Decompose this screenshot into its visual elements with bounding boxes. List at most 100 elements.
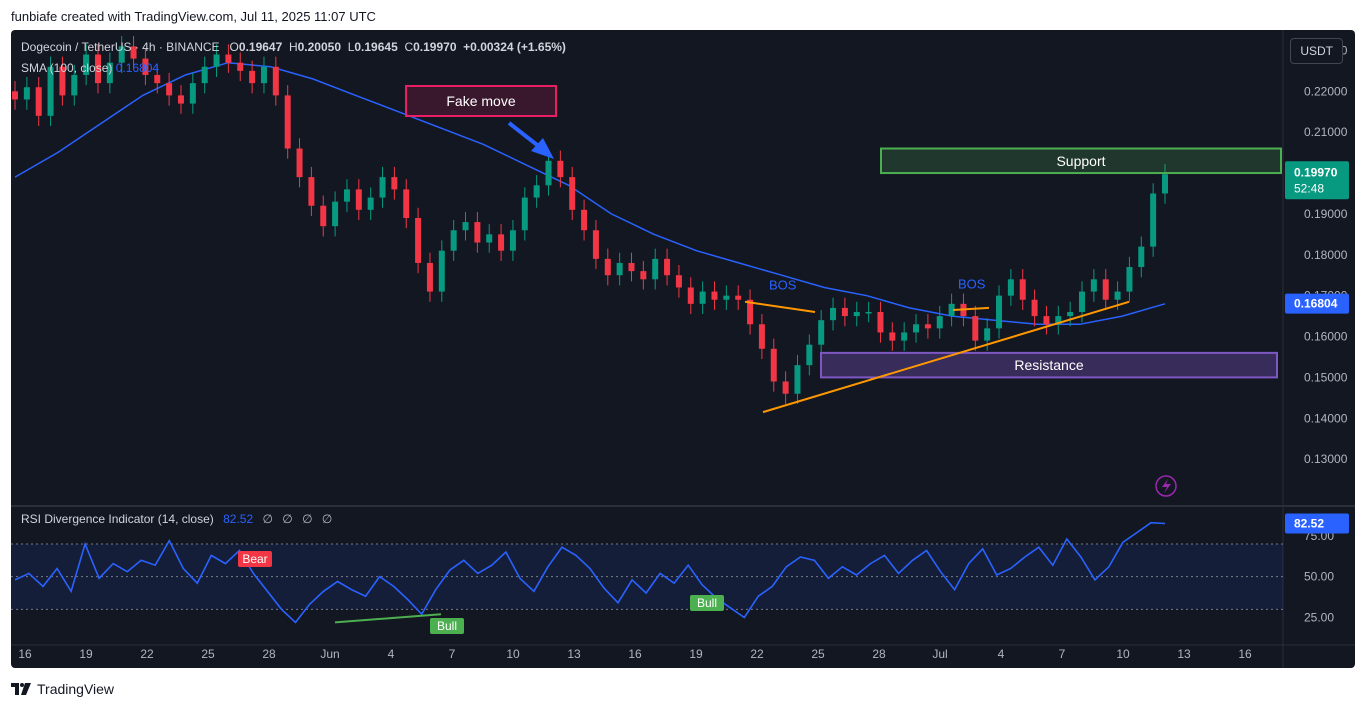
time-tick-label: 4 bbox=[998, 647, 1005, 661]
candle-body bbox=[758, 324, 765, 349]
candle-body bbox=[652, 258, 659, 280]
price-tick-label: 0.16000 bbox=[1304, 330, 1348, 344]
candle-body bbox=[972, 316, 979, 341]
time-tick-label: 16 bbox=[628, 647, 642, 661]
candle-body bbox=[889, 332, 896, 341]
rsi-legend[interactable]: RSI Divergence Indicator (14, close) 82.… bbox=[21, 512, 332, 526]
candle-body bbox=[699, 291, 706, 304]
candle-body bbox=[1150, 193, 1157, 247]
grid bbox=[11, 30, 1355, 668]
candle-body bbox=[426, 262, 433, 292]
chart-canvas[interactable]: Bear Bull Bull Support Resistance BOS BOS Fake… bbox=[11, 30, 1355, 668]
candle-body bbox=[533, 185, 540, 198]
candle-body bbox=[604, 258, 611, 276]
time-tick-label: 19 bbox=[689, 647, 703, 661]
change-value: +0.00324 (+1.65%) bbox=[463, 40, 566, 54]
bull-label-1-text: Bull bbox=[437, 619, 457, 633]
time-tick-label: 22 bbox=[750, 647, 764, 661]
low-value: 0.19645 bbox=[354, 40, 398, 54]
candle-body bbox=[521, 197, 528, 231]
candle-body bbox=[616, 262, 623, 276]
sma-line-layer bbox=[14, 61, 1166, 326]
candle-body bbox=[794, 365, 801, 394]
candle-body bbox=[59, 66, 66, 96]
candle-body bbox=[498, 234, 505, 251]
candle-body bbox=[201, 66, 208, 84]
sma-label: SMA (100, close) bbox=[21, 61, 113, 75]
tradingview-footer[interactable]: TradingView bbox=[11, 681, 114, 697]
candle-body bbox=[1067, 312, 1074, 317]
candle-body bbox=[557, 160, 564, 178]
candle-body bbox=[509, 230, 516, 251]
fake-move-label: Fake move bbox=[446, 93, 515, 109]
rsi-extra-4: ∅ bbox=[321, 512, 333, 526]
chart-frame[interactable]: Bear Bull Bull Support Resistance BOS BOS Fake… bbox=[11, 30, 1355, 668]
resistance-label: Resistance bbox=[1014, 357, 1083, 373]
candle-body bbox=[225, 54, 232, 63]
fake-move-arrow-shaft bbox=[507, 121, 543, 150]
sma-legend[interactable]: SMA (100, close) 0.16804 bbox=[21, 61, 159, 75]
symbol-name[interactable]: Dogecoin / TetherUS · 4h · BINANCE bbox=[21, 40, 220, 54]
alert-icon bbox=[1155, 475, 1177, 497]
high-value: 0.20050 bbox=[297, 40, 342, 54]
candle-body bbox=[1126, 267, 1133, 292]
sma-price-text: 0.16804 bbox=[1294, 297, 1338, 311]
candle-body bbox=[130, 46, 137, 59]
candle-body bbox=[47, 66, 54, 116]
candle-body bbox=[830, 307, 837, 321]
high-label: H bbox=[288, 40, 298, 54]
time-tick-label: 7 bbox=[1059, 647, 1066, 661]
rsi-tick-label: 50.00 bbox=[1304, 570, 1334, 584]
candle-body bbox=[901, 332, 908, 341]
time-tick-label: 10 bbox=[1116, 647, 1130, 661]
time-tick-label: 19 bbox=[79, 647, 93, 661]
time-tick-label: 16 bbox=[18, 647, 32, 661]
time-tick-label: Jun bbox=[320, 647, 339, 661]
price-tick-label: 0.19000 bbox=[1304, 207, 1348, 221]
sma-value: 0.16804 bbox=[115, 61, 160, 75]
candle-body bbox=[308, 177, 315, 206]
bos-line-2 bbox=[952, 306, 990, 311]
price-tick-label: 0.18000 bbox=[1304, 248, 1348, 262]
support-label: Support bbox=[1056, 153, 1105, 169]
candle-body bbox=[213, 54, 220, 67]
resistance-zone bbox=[820, 351, 1278, 379]
candle-body bbox=[592, 230, 599, 259]
candle-body bbox=[1114, 291, 1121, 300]
candle-body bbox=[1043, 316, 1050, 325]
candle-body bbox=[806, 344, 813, 366]
candle-body bbox=[249, 70, 256, 84]
candle-body bbox=[284, 95, 291, 149]
time-tick-label: 25 bbox=[811, 647, 825, 661]
candle-body bbox=[379, 177, 386, 198]
candle-body bbox=[320, 205, 327, 227]
currency-button[interactable]: USDT bbox=[1290, 38, 1343, 64]
annotations-layer: Support Resistance BOS BOS Fake move bbox=[405, 85, 1282, 497]
candle-body bbox=[664, 258, 671, 276]
time-tick-label: 16 bbox=[1238, 647, 1252, 661]
time-tick-label: 7 bbox=[449, 647, 456, 661]
candle-body bbox=[1102, 279, 1109, 300]
candle-body bbox=[154, 74, 161, 84]
countdown-text: 52:48 bbox=[1294, 181, 1324, 195]
candle-body bbox=[723, 295, 730, 300]
candle-body bbox=[770, 348, 777, 382]
candle-body bbox=[142, 58, 149, 75]
candle-body bbox=[569, 177, 576, 210]
candle-body bbox=[343, 189, 350, 202]
support-zone bbox=[880, 147, 1282, 175]
candle-body bbox=[1031, 299, 1038, 317]
low-label: L bbox=[347, 40, 355, 54]
candle-body bbox=[924, 324, 931, 329]
candle-body bbox=[853, 312, 860, 317]
candle-body bbox=[106, 62, 113, 84]
candle-body bbox=[675, 275, 682, 288]
candle-body bbox=[984, 328, 991, 341]
candle-body bbox=[118, 46, 125, 63]
candle-body bbox=[403, 189, 410, 218]
candle-body bbox=[877, 312, 884, 333]
candle-body bbox=[474, 222, 481, 243]
fake-move-box bbox=[405, 85, 557, 117]
last-price-tag bbox=[1285, 161, 1349, 200]
candle-body bbox=[415, 218, 422, 263]
